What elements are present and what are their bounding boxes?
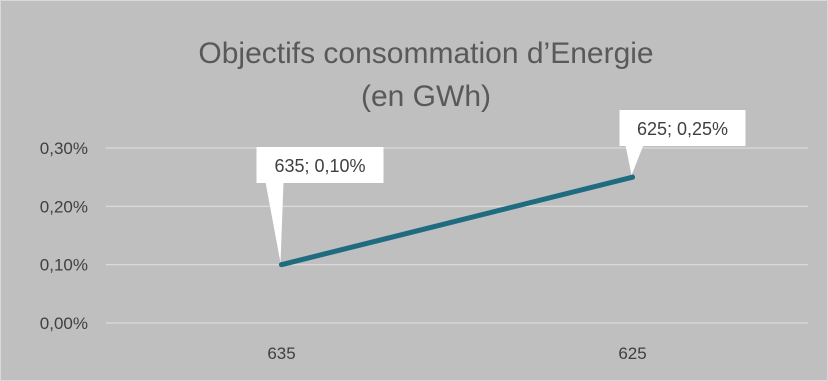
callout-pointer	[265, 182, 284, 263]
callout-pointer	[625, 145, 644, 176]
chart-subtitle: (en GWh)	[361, 80, 491, 113]
callout-box	[619, 110, 746, 146]
data-label: 625; 0,25%	[637, 119, 728, 139]
data-point	[279, 262, 284, 268]
data-label: 635; 0,10%	[274, 156, 365, 176]
y-tick-label: 0,30%	[40, 139, 88, 158]
y-tick-label: 0,00%	[40, 314, 88, 333]
chart-title: Objectifs consommation d’Energie	[198, 37, 653, 70]
data-label-callout: 625; 0,25%	[619, 110, 746, 176]
data-label-callout: 635; 0,10%	[256, 147, 384, 263]
x-tick-label: 625	[618, 344, 646, 363]
callout-box	[256, 147, 384, 183]
x-tick-label: 635	[267, 344, 295, 363]
y-tick-label: 0,20%	[40, 197, 88, 216]
data-point	[630, 174, 635, 180]
y-tick-label: 0,10%	[40, 256, 88, 275]
series-line	[279, 174, 635, 268]
